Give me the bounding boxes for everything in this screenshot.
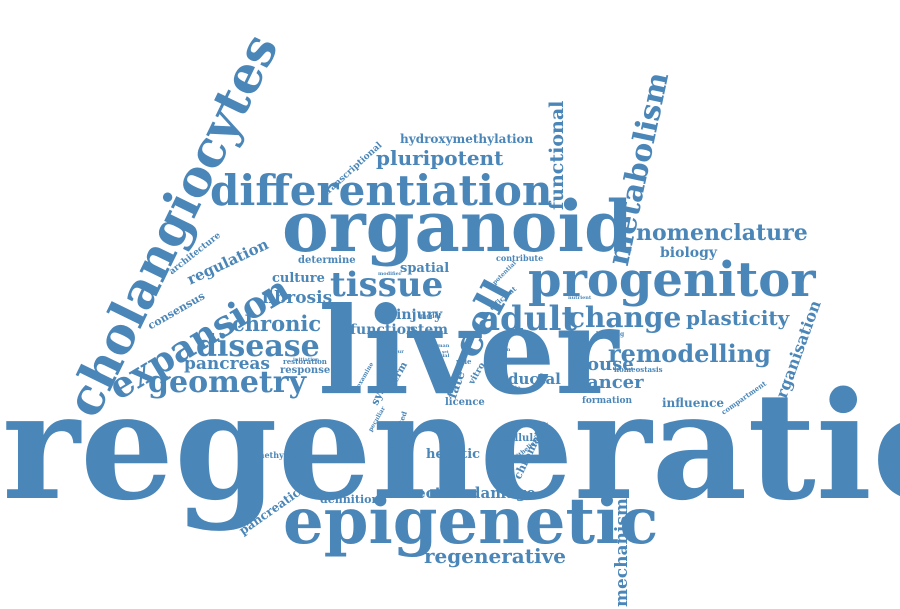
word-plasticity: plasticity <box>686 306 790 330</box>
word-tissue: tissue <box>330 265 444 305</box>
word-cancer: cancer <box>576 372 644 393</box>
word-functional: functional <box>546 100 568 210</box>
word-adult: adult <box>478 299 578 339</box>
word-mouse: mouse <box>568 354 634 375</box>
word-damage: damage <box>470 484 536 502</box>
word-directed: directed <box>392 484 462 502</box>
word-fibrosis: fibrosis <box>262 288 333 308</box>
word-hydroxymethylation: hydroxymethylation <box>400 132 534 146</box>
word-organ: organ <box>494 347 511 353</box>
word-determine: determine <box>298 255 356 266</box>
word-restoration: restoration <box>283 357 327 366</box>
word-regeneration: regeneration <box>2 359 900 533</box>
word-stem: stem <box>410 322 449 338</box>
word-methylation: methylation <box>256 450 310 460</box>
word-initiate: initiate <box>500 385 521 391</box>
word-progenitor: progenitor <box>528 252 816 308</box>
word-culture: culture <box>272 271 325 286</box>
word-human: human <box>430 343 450 349</box>
word-set: set <box>442 349 449 354</box>
word-licence: licence <box>445 397 485 408</box>
word-liver: liver <box>318 281 619 422</box>
word-mechanism: mechanism <box>612 498 632 607</box>
word-organoid: organoid <box>282 185 633 268</box>
word-influence: influence <box>662 396 725 410</box>
word-pluripotent: pluripotent <box>376 146 504 170</box>
word-role: role <box>456 357 472 366</box>
word-function: function <box>350 322 417 338</box>
word-remodelling: remodelling <box>608 339 771 368</box>
word-spatial: spatial <box>400 261 450 276</box>
word-building: building <box>596 331 625 338</box>
word-change: change <box>568 301 682 334</box>
word-favour: favour <box>386 349 404 355</box>
word-definition: definition <box>320 493 380 506</box>
word-response: response <box>280 365 331 376</box>
word-chronic: chronic <box>232 311 322 336</box>
word-regenerative: regenerative <box>424 544 566 568</box>
word-hepatic: hepatic <box>426 447 481 462</box>
word-crucial: crucial <box>430 353 450 359</box>
word-pancreas: pancreas <box>184 354 270 374</box>
word-disease: disease <box>196 329 320 364</box>
word-epigenetic: epigenetic <box>283 484 659 559</box>
word-nutrient: nutrient <box>568 295 592 301</box>
word-injury: injury <box>396 307 443 323</box>
word-cellular: cellular <box>502 433 545 444</box>
word-nomenclature: nomenclature <box>636 220 808 246</box>
word-homeostasis: homeostasis <box>614 365 663 374</box>
word-initiation: initiation <box>293 357 320 363</box>
word-biology: biology <box>660 245 718 261</box>
word-modifier: modifier <box>378 271 402 277</box>
word-contribute: contribute <box>496 253 544 263</box>
word-model: model <box>420 313 441 320</box>
word-geometry: geometry <box>148 365 306 400</box>
word-formation: formation <box>582 396 633 406</box>
word-ductal: ductal <box>508 370 561 388</box>
word-differentiation: differentiation <box>210 166 553 215</box>
